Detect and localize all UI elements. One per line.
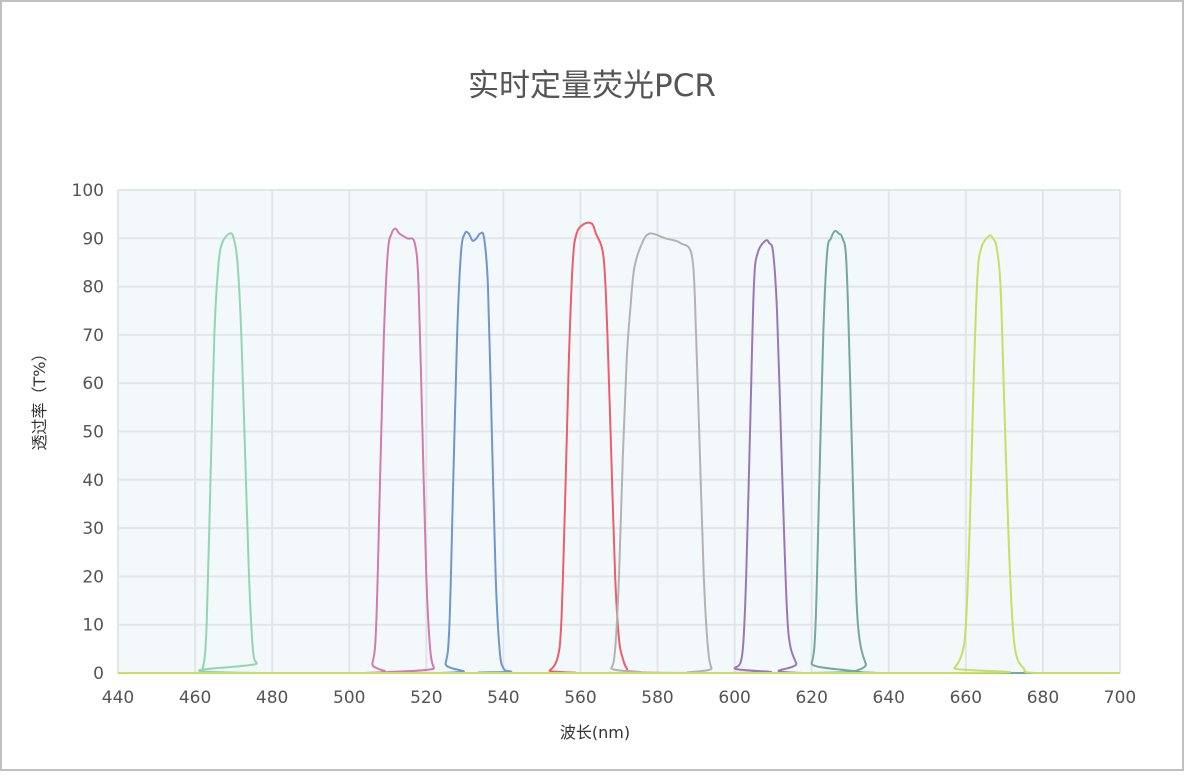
x-tick-label: 480 bbox=[256, 688, 288, 708]
series-line-6 bbox=[118, 239, 1120, 675]
y-tick-label: 10 bbox=[82, 616, 104, 636]
x-tick-label: 680 bbox=[1027, 688, 1059, 708]
y-tick-label: 0 bbox=[93, 664, 104, 684]
x-tick-label: 560 bbox=[564, 688, 596, 708]
y-tick-label: 30 bbox=[82, 519, 104, 539]
series-line-7 bbox=[118, 229, 1120, 675]
x-tick-label: 460 bbox=[179, 688, 211, 708]
y-tick-label: 20 bbox=[82, 567, 104, 587]
x-tick-label: 500 bbox=[333, 688, 365, 708]
x-tick-label: 580 bbox=[641, 688, 673, 708]
y-tick-label: 70 bbox=[82, 326, 104, 346]
x-tick-label: 620 bbox=[795, 688, 827, 708]
chart-title: 实时定量荧光PCR bbox=[468, 68, 716, 104]
x-tick-label: 660 bbox=[950, 688, 982, 708]
series-line-1 bbox=[118, 232, 1120, 675]
x-axis-label: 波长(nm) bbox=[560, 723, 630, 742]
series-line-2 bbox=[118, 227, 1120, 675]
series-line-3 bbox=[118, 230, 1120, 675]
y-tick-label: 80 bbox=[82, 278, 104, 298]
x-tick-label: 440 bbox=[102, 688, 134, 708]
x-tick-label: 520 bbox=[410, 688, 442, 708]
y-tick-label: 50 bbox=[82, 423, 104, 443]
y-tick-label: 60 bbox=[82, 374, 104, 394]
y-axis-label: 透过率（T%） bbox=[30, 346, 49, 451]
x-tick-label: 600 bbox=[718, 688, 750, 708]
series-lines bbox=[118, 221, 1120, 675]
x-tick-label: 700 bbox=[1104, 688, 1136, 708]
series-line-4 bbox=[118, 221, 1120, 675]
series-line-8 bbox=[118, 234, 1120, 675]
x-tick-label: 540 bbox=[487, 688, 519, 708]
series-line-5 bbox=[118, 232, 1120, 675]
y-tick-label: 90 bbox=[82, 229, 104, 249]
y-tick-label: 100 bbox=[72, 181, 104, 201]
y-tick-label: 40 bbox=[82, 471, 104, 491]
tick-labels: 440 460 480 500 520 540 560 580 600 620 640 660 680 7… bbox=[72, 181, 1137, 708]
x-tick-label: 640 bbox=[873, 688, 905, 708]
